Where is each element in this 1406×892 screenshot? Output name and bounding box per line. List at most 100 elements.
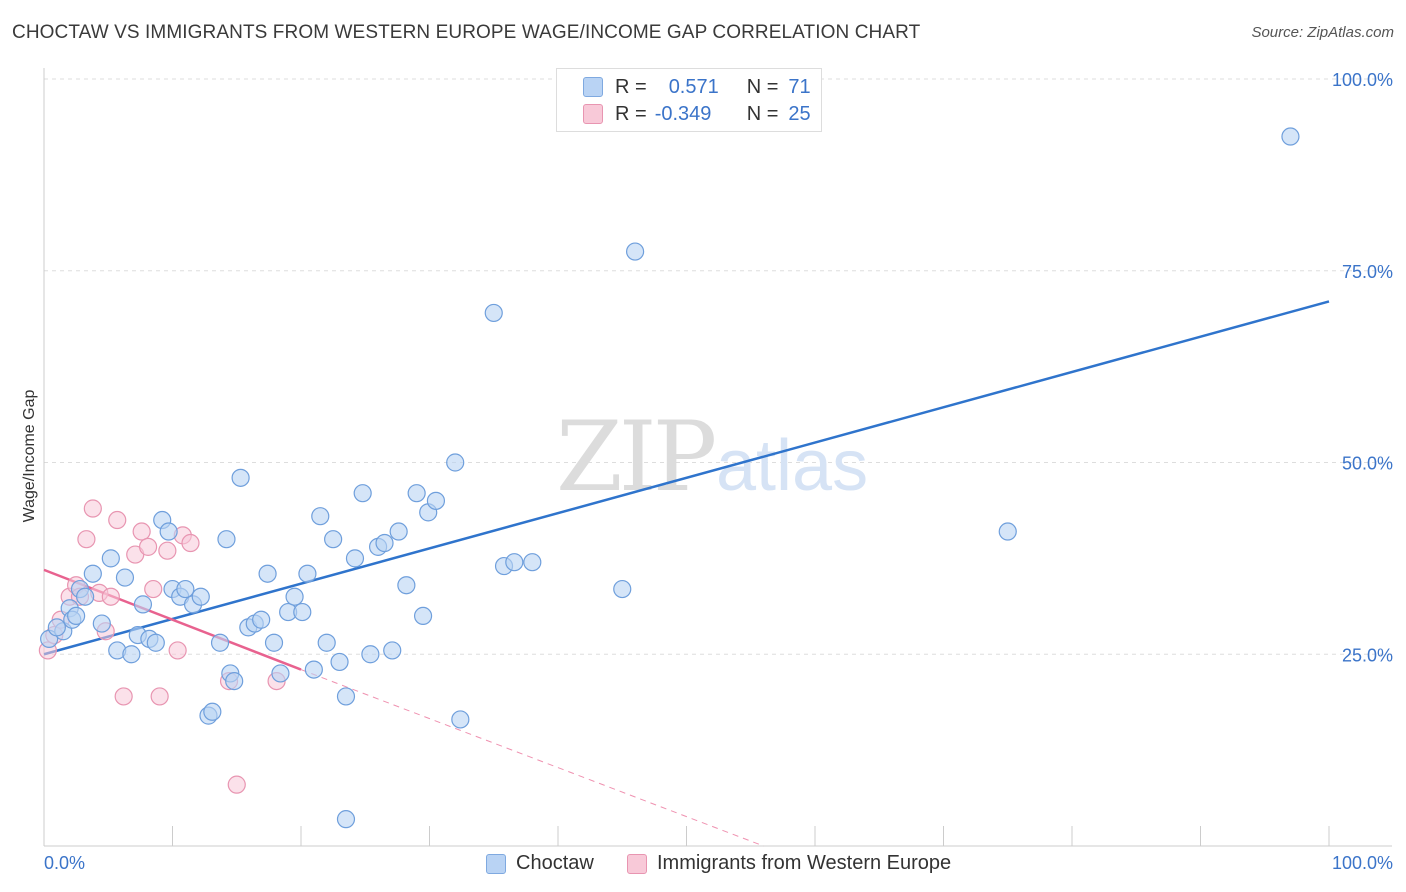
immigrants-point (108, 510, 127, 530)
choctaw-point (375, 533, 394, 553)
immigrants-point (150, 687, 169, 706)
series-legend: Choctaw Immigrants from Western Europe (0, 852, 1406, 878)
choctaw-point (317, 633, 336, 652)
y-axis-label: Wage/Income Gap (21, 390, 38, 523)
choctaw-point (446, 453, 465, 472)
choctaw-point (285, 587, 304, 606)
legend-label-choctaw: Choctaw (516, 852, 594, 874)
stats-legend: R = 0.571 N = 71 R = -0.349 N = 25 (556, 68, 822, 132)
immigrants-point (181, 533, 200, 553)
immigrants-legend-swatch (627, 853, 647, 874)
choctaw-point (101, 549, 120, 568)
choctaw-point (159, 522, 178, 541)
choctaw-point (311, 507, 330, 526)
choctaw-point (353, 484, 372, 503)
immigrants-point (114, 687, 133, 706)
n-label: N = (746, 102, 779, 125)
choctaw-point (203, 702, 222, 721)
choctaw-point (426, 491, 446, 510)
r-label: R = (615, 75, 647, 98)
chart-title: CHOCTAW VS IMMIGRANTS FROM WESTERN EUROP… (12, 22, 921, 43)
choctaw-point (330, 652, 349, 672)
choctaw-point (613, 579, 632, 599)
choctaw-trendline (43, 300, 1330, 656)
immigrants-point (77, 530, 96, 549)
tick-labels: 25.0% 50.0% 75.0% 100.0% 0.0% 100.0% (44, 70, 1393, 873)
choctaw-point (231, 468, 250, 487)
choctaw-point (625, 242, 645, 261)
choctaw-point (122, 645, 141, 664)
choctaw-point (271, 664, 290, 683)
choctaw-point (324, 530, 343, 549)
choctaw-point (225, 671, 244, 691)
choctaw-swatch (583, 77, 603, 97)
choctaw-point (336, 687, 356, 706)
y-tick-label: 100.0% (1332, 70, 1393, 90)
choctaw-point (407, 484, 426, 503)
choctaw-point (67, 606, 86, 626)
choctaw-point (217, 530, 236, 549)
choctaw-point (397, 576, 416, 595)
choctaw-point (998, 522, 1017, 541)
immigrants-swatch (583, 104, 603, 124)
choctaw-point (47, 618, 66, 637)
legend-item-immigrants: Immigrants from Western Europe (627, 852, 951, 875)
y-tick-label: 25.0% (1342, 645, 1393, 665)
y-tick-label: 50.0% (1342, 454, 1393, 474)
choctaw-point (191, 587, 210, 606)
choctaw-point (336, 810, 356, 829)
n-label: N = (746, 75, 779, 98)
choctaw-point (304, 660, 323, 679)
choctaw-point (83, 564, 102, 583)
choctaw-point (383, 641, 402, 660)
immigrants-point (227, 775, 246, 794)
trendlines (43, 300, 1330, 847)
choctaw-points (40, 127, 1300, 829)
gridlines (44, 78, 1392, 655)
n-value: 71 (788, 75, 811, 98)
x-tick-label: 0.0% (44, 853, 85, 873)
choctaw-point (115, 568, 135, 587)
choctaw-point (361, 645, 380, 664)
immigrants-point (138, 537, 158, 556)
r-label: R = (615, 102, 647, 125)
stats-row-immigrants: R = -0.349 N = 25 (557, 100, 811, 128)
choctaw-point (133, 595, 153, 614)
choctaw-point (1281, 127, 1300, 146)
stats-row-choctaw: R = 0.571 N = 71 (557, 73, 811, 101)
r-value: 0.571 (668, 75, 719, 98)
choctaw-point (176, 579, 195, 599)
choctaw-point (92, 614, 111, 633)
legend-item-choctaw: Choctaw (486, 852, 594, 875)
choctaw-point (264, 633, 284, 652)
choctaw-point (146, 633, 165, 652)
immigrants-point (158, 541, 177, 560)
n-value: 25 (788, 102, 811, 125)
choctaw-point (76, 587, 95, 606)
choctaw-legend-swatch (486, 853, 506, 874)
choctaw-point (484, 303, 503, 323)
source-label: Source: ZipAtlas.com (1251, 24, 1394, 41)
immigrants-point (83, 499, 102, 518)
choctaw-point (210, 633, 230, 652)
r-value: -0.349 (654, 102, 712, 125)
axes (43, 68, 1392, 847)
choctaw-point (293, 602, 312, 622)
watermark-zip: ZIP (556, 401, 715, 513)
y-tick-label: 75.0% (1342, 262, 1393, 282)
choctaw-point (345, 549, 365, 568)
x-tick-label: 100.0% (1332, 853, 1393, 873)
choctaw-point (389, 522, 408, 541)
immigrants-trendline (300, 669, 764, 847)
choctaw-point (413, 606, 433, 626)
legend-label-immigrants: Immigrants from Western Europe (657, 852, 952, 874)
choctaw-point (523, 553, 542, 572)
immigrants-point (144, 579, 163, 599)
choctaw-point (252, 610, 271, 629)
immigrants-point (132, 522, 151, 541)
immigrants-point (168, 641, 187, 660)
choctaw-point (258, 564, 277, 583)
choctaw-point (298, 564, 317, 583)
choctaw-point (505, 553, 524, 572)
